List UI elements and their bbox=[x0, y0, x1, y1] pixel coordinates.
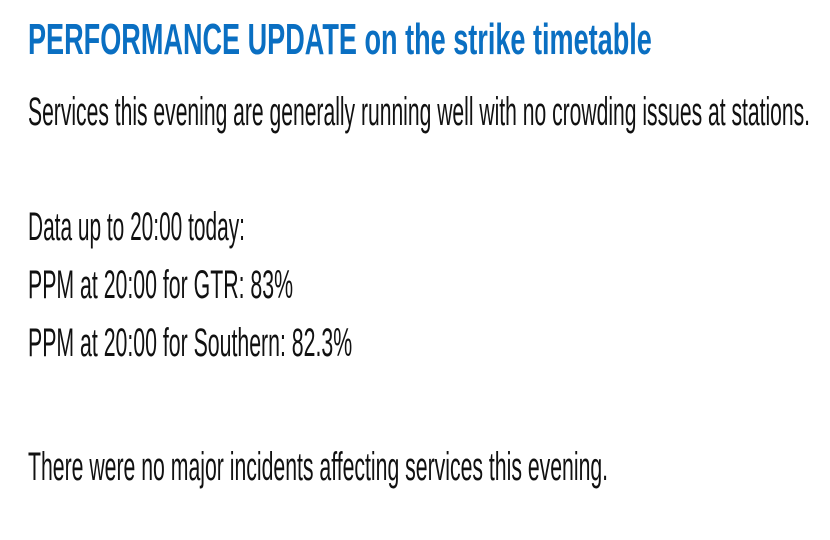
ppm-gtr: PPM at 20:00 for GTR: 83% bbox=[28, 263, 293, 307]
ppm-southern: PPM at 20:00 for Southern: 82.3% bbox=[28, 321, 353, 365]
page-title: PERFORMANCE UPDATE on the strike timetab… bbox=[28, 15, 652, 64]
incidents-text: There were no major incidents affecting … bbox=[28, 445, 609, 489]
data-heading: Data up to 20:00 today: bbox=[28, 205, 245, 249]
intro-text: Services this evening are generally runn… bbox=[28, 90, 811, 134]
